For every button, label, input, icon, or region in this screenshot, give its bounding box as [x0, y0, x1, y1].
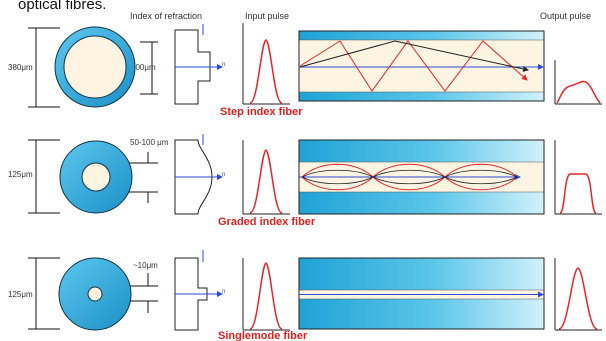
outer-diameter-label: 380μm [8, 63, 33, 72]
core-diameter-bracket [140, 41, 158, 95]
core-cross-section [87, 286, 103, 302]
page-caption: optical fibres. [18, 0, 107, 13]
fiber-longitudinal [298, 139, 545, 215]
input-pulse-plot [242, 258, 290, 331]
core-diameter-label: 50-100 μm [130, 138, 169, 147]
row-singlemode: 125μm ~10μm n [8, 250, 602, 341]
input-pulse-plot [242, 140, 290, 215]
fiber-type-label: Singlemode fiber [218, 330, 308, 341]
step-index-profile [174, 29, 211, 105]
fiber-longitudinal [298, 30, 545, 102]
core-diameter-label: 200μm [131, 63, 156, 72]
axis-symbol: n [222, 289, 225, 295]
header-index-of-refraction: Index of refraction [130, 11, 202, 21]
output-pulse-plot [554, 60, 602, 105]
core-cross-section [81, 162, 111, 192]
outer-diameter-bracket [28, 139, 60, 214]
output-pulse-plot [554, 258, 602, 331]
output-pulse-plot [554, 140, 602, 215]
fiber-longitudinal [298, 257, 545, 330]
row-graded-index: 125μm 50-100 μm n [8, 134, 602, 228]
outer-diameter-label: 125μm [8, 290, 33, 299]
outer-diameter-bracket [28, 257, 60, 330]
header-input-pulse: Input pulse [245, 11, 289, 21]
input-pulse-plot [242, 23, 290, 105]
axis-symbol: n [222, 62, 225, 68]
core-cross-section [63, 35, 127, 99]
header-output-pulse: Output pulse [540, 11, 591, 21]
row-step-index: 380μm 200μm n [8, 23, 602, 118]
fiber-type-label: Step index fiber [220, 106, 303, 118]
core-diameter-bracket [128, 152, 158, 203]
core-diameter-label: ~10μm [133, 261, 158, 270]
fiber-type-label: Graded index fiber [218, 216, 316, 228]
axis-symbol: n [222, 172, 225, 178]
step-index-profile [174, 257, 208, 331]
outer-diameter-bracket [28, 27, 60, 108]
outer-diameter-label: 125μm [8, 170, 33, 179]
core-diameter-bracket [128, 273, 158, 313]
